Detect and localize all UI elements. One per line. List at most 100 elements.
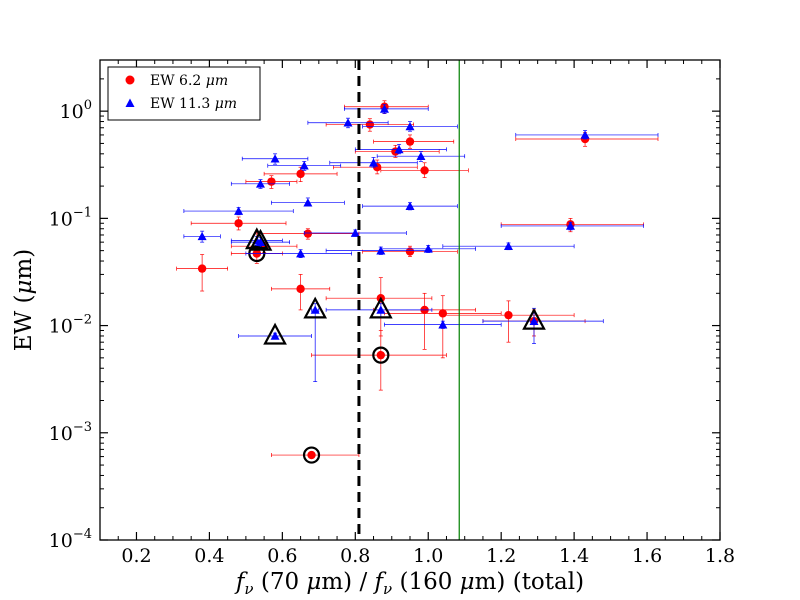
ew62-point [365, 120, 375, 129]
ew62-point [197, 264, 207, 273]
ew62-point [296, 284, 305, 294]
y-tick-base: 10 [49, 530, 73, 552]
x-tick-label: 0.4 [194, 545, 224, 567]
highlight-triangle [244, 227, 269, 250]
ew113-point [423, 244, 433, 253]
ew113-point [197, 231, 207, 241]
y-tick-exponent: −2 [73, 313, 92, 328]
axis-ticks: 0.2 0.4 0.6 0.8 1.0 1.2 1.4 1.6 1.810−410−310−21… [49, 59, 735, 567]
x-label-mu1: μ [306, 569, 321, 595]
ew62-point [307, 450, 316, 460]
highlight-ring [302, 446, 321, 464]
x-label-part2: m) / [321, 569, 374, 595]
y-tick-base: 10 [49, 208, 73, 230]
y-tick-label: 100 [60, 98, 92, 123]
legend-ew113-mu: μ [215, 96, 224, 112]
ew113-point [405, 201, 415, 210]
ew62-point [234, 219, 243, 228]
x-tick-label: 1.8 [705, 545, 735, 567]
ew113-point [394, 144, 404, 154]
y-label-mu: μ [11, 280, 37, 295]
x-label-part4: m) (total) [475, 569, 584, 595]
y-tick-exponent: −1 [73, 205, 92, 220]
x-label-nu2: ν [383, 580, 392, 598]
y-label-part2: m) [11, 249, 37, 280]
x-tick-label: 1.0 [413, 545, 443, 567]
x-tick-label: 0.2 [121, 545, 151, 567]
ew62-point [420, 166, 429, 175]
highlight-triangle [263, 322, 287, 345]
legend-ew62-text: EW 6.2 [150, 73, 206, 89]
ew62-point [296, 169, 305, 179]
ew113-point [255, 237, 265, 246]
y-tick-label: 10−4 [49, 527, 92, 552]
y-tick-label: 10−3 [49, 420, 92, 445]
series-ew113 [183, 104, 659, 382]
ew113-point [299, 161, 309, 170]
highlight-triangle [522, 307, 546, 330]
ew113-point [503, 241, 513, 251]
ew113-point [343, 118, 353, 127]
series-layer [176, 100, 659, 464]
plot-frame [99, 59, 721, 541]
x-label-nu1: ν [244, 580, 253, 598]
legend-ew113-text: EW 11.3 [150, 96, 215, 112]
x-label-part1: (70 [254, 569, 307, 595]
legend-ew62-unit: m [215, 73, 228, 89]
y-tick-exponent: 0 [84, 98, 92, 113]
legend-marker-circle [125, 75, 135, 85]
x-label-mu2: μ [460, 569, 475, 595]
legend-ew113-unit: m [224, 96, 237, 112]
ew113-point [565, 221, 575, 230]
ew62-point [405, 247, 415, 256]
x-label-f2: f [373, 569, 387, 595]
ew113-point [296, 249, 306, 258]
ew113-point [580, 130, 590, 139]
ew113-point [438, 320, 448, 329]
ew113-point [270, 154, 280, 163]
y-tick-exponent: −3 [73, 420, 92, 435]
y-tick-base: 10 [49, 316, 73, 338]
x-tick-label: 0.6 [267, 545, 297, 567]
x-tick-label: 1.4 [559, 545, 589, 567]
ew113-point [350, 228, 360, 237]
y-label-part1: EW ( [11, 295, 37, 352]
x-tick-label: 0.8 [340, 545, 370, 567]
ew62-point [303, 229, 313, 238]
ew62-point [267, 177, 276, 186]
series-ew62 [176, 100, 659, 464]
highlight-triangle [248, 228, 273, 251]
highlight-ring [372, 346, 390, 364]
y-tick-exponent: −4 [73, 527, 92, 542]
ew113-point [405, 121, 415, 131]
y-tick-label: 10−2 [49, 313, 92, 338]
ew113-point [379, 104, 389, 113]
x-label-f1: f [234, 569, 248, 595]
legend-label-ew62: EW 6.2 μm [150, 73, 228, 89]
legend: EW 6.2 μm EW 11.3 μm [107, 66, 261, 121]
ew113-point [303, 198, 313, 207]
ew113-point [270, 331, 280, 340]
x-label-part3: (160 [392, 569, 460, 595]
y-tick-base: 10 [49, 423, 73, 445]
ew113-point [234, 206, 244, 215]
ew113-point [416, 151, 426, 161]
ew113-point [310, 305, 320, 314]
x-axis-label: fν (70 μm) / fν (160 μm) (total) [234, 569, 584, 598]
legend-marker-triangle [125, 98, 135, 107]
highlight-triangle [303, 296, 328, 319]
ew113-point [529, 316, 539, 325]
legend-label-ew113: EW 11.3 μm [150, 96, 237, 112]
ew113-point [376, 246, 386, 255]
ew62-point [405, 137, 415, 146]
ew113-point [255, 179, 265, 188]
y-tick-base: 10 [60, 101, 84, 123]
ew113-point [376, 305, 386, 314]
y-axis-label: EW (μm) [11, 249, 37, 351]
ew62-point [376, 350, 386, 360]
highlight-triangle [368, 296, 393, 319]
x-tick-label: 1.6 [632, 545, 662, 567]
y-tick-label: 10−1 [49, 205, 92, 230]
